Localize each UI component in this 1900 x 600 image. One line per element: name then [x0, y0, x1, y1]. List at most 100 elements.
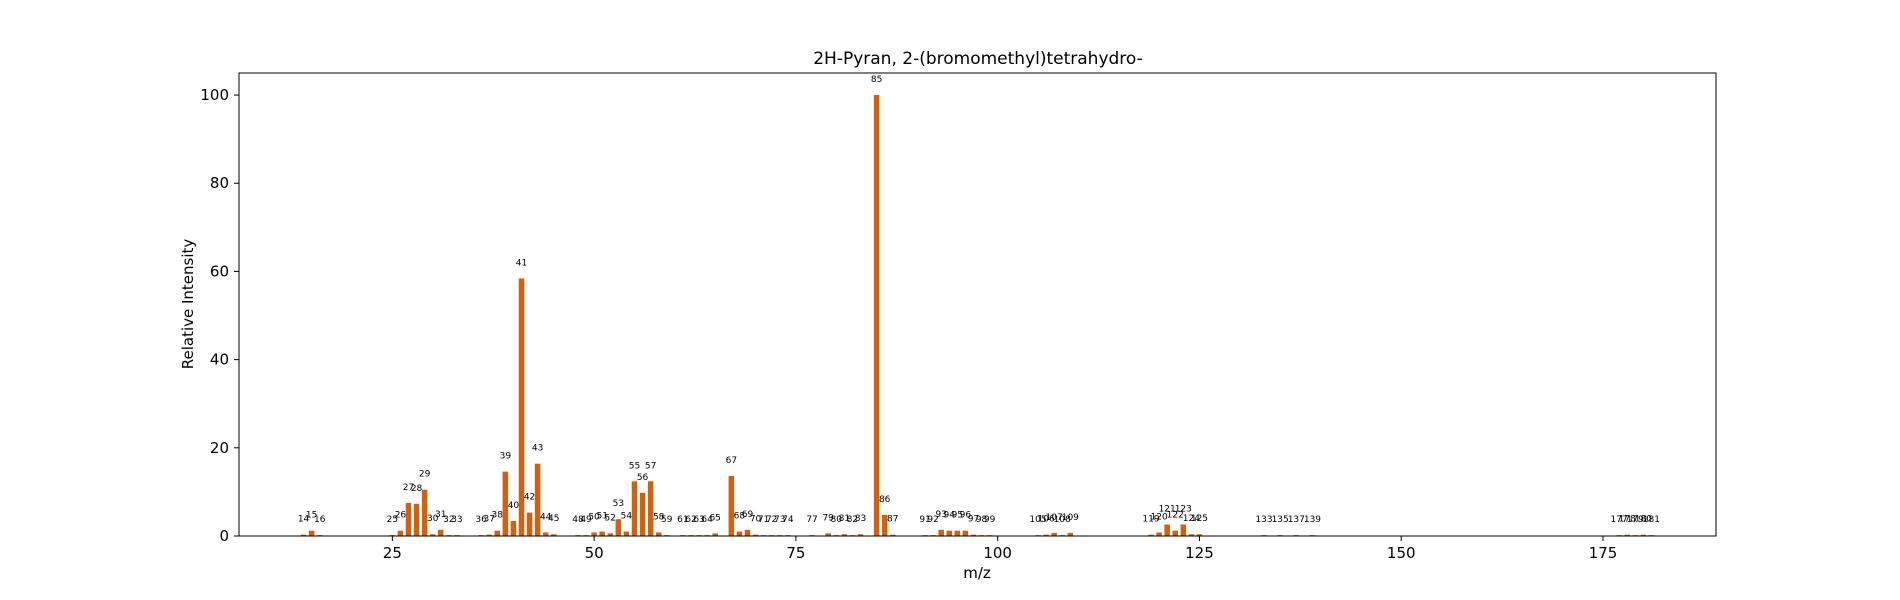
peak-label-52: 52 [605, 513, 616, 523]
bar-mz-45 [551, 534, 557, 536]
peak-label-38: 38 [492, 511, 504, 521]
bar-mz-69 [744, 529, 751, 536]
bar-mz-86 [881, 514, 888, 536]
bar-mz-109 [1067, 532, 1074, 536]
peak-label-43: 43 [532, 444, 543, 454]
peak-label-53: 53 [613, 499, 624, 509]
bar-mz-107 [1051, 532, 1057, 536]
peak-label-99: 99 [984, 515, 996, 525]
peak-label-70: 70 [750, 515, 762, 525]
peak-label-27: 27 [403, 483, 414, 493]
bar-mz-15 [308, 530, 315, 536]
peak-label-59: 59 [661, 515, 673, 525]
y-axis-label: Relative Intensity [179, 239, 197, 370]
bar-mz-40 [510, 521, 517, 536]
peak-label-55: 55 [629, 461, 640, 471]
bar-mz-57 [647, 481, 654, 536]
peak-label-26: 26 [395, 511, 407, 521]
peak-label-30: 30 [427, 514, 439, 524]
bar-mz-123 [1180, 524, 1187, 536]
y-tick-label-60: 60 [210, 262, 229, 280]
peak-label-50: 50 [588, 512, 600, 522]
peak-label-16: 16 [314, 515, 326, 525]
bar-mz-95 [954, 530, 961, 536]
peak-label-124: 124 [1183, 514, 1200, 524]
x-axis: 25 50 75 100 125 150 175 [383, 536, 1617, 562]
peak-label-48: 48 [572, 515, 584, 525]
bar-mz-180 [1640, 534, 1647, 536]
peak-label-83: 83 [855, 514, 866, 524]
bar-series [300, 95, 1655, 537]
peak-label-31: 31 [435, 510, 446, 520]
bar-mz-43 [534, 463, 541, 536]
peak-label-96: 96 [960, 511, 972, 521]
peak-label-85: 85 [871, 75, 882, 85]
bar-mz-68 [736, 531, 743, 536]
bar-mz-14 [300, 534, 307, 536]
y-tick-label-20: 20 [210, 439, 229, 457]
bar-mz-87 [890, 534, 896, 536]
x-tick-label-25: 25 [383, 544, 402, 562]
peak-label-67: 67 [726, 456, 737, 466]
peak-label-95: 95 [952, 511, 963, 521]
bar-mz-52 [607, 533, 614, 536]
bar-mz-42 [526, 512, 533, 536]
peak-label-121: 121 [1159, 505, 1176, 515]
peak-label-108: 108 [1054, 515, 1071, 525]
peak-label-135: 135 [1272, 515, 1289, 525]
bar-mz-85 [873, 95, 880, 537]
peak-label-181: 181 [1643, 515, 1660, 525]
peak-label-56: 56 [637, 473, 649, 483]
peak-label-97: 97 [968, 515, 979, 525]
peak-label-122: 122 [1167, 511, 1184, 521]
bar-mz-94 [946, 530, 952, 536]
bar-mz-93 [938, 529, 944, 536]
bar-mz-28 [413, 503, 420, 536]
peak-label-77: 77 [806, 515, 817, 525]
peak-label-137: 137 [1288, 515, 1305, 525]
peak-label-69: 69 [742, 510, 754, 520]
peak-label-29: 29 [419, 470, 431, 480]
y-tick-label-80: 80 [210, 174, 229, 192]
peak-label-139: 139 [1304, 515, 1321, 525]
bar-mz-65 [712, 533, 718, 536]
y-tick-label-100: 100 [200, 86, 229, 104]
bar-mz-54 [623, 531, 630, 536]
peak-label-40: 40 [508, 501, 520, 511]
bar-mz-106 [1043, 534, 1049, 536]
peak-label-125: 125 [1191, 514, 1208, 524]
peak-label-98: 98 [976, 515, 988, 525]
y-tick-label-40: 40 [210, 351, 229, 369]
peak-label-79: 79 [822, 513, 834, 523]
bar-mz-97 [970, 534, 977, 536]
peak-label-36: 36 [475, 515, 487, 525]
peak-label-94: 94 [944, 511, 956, 521]
peak-label-42: 42 [524, 493, 535, 503]
bar-mz-41 [518, 278, 525, 536]
bar-mz-122 [1172, 530, 1178, 536]
peak-label-109: 109 [1062, 513, 1079, 523]
bar-mz-79 [825, 533, 831, 536]
peak-label-63: 63 [693, 515, 704, 525]
bar-mz-44 [542, 532, 549, 536]
peak-label-25: 25 [387, 515, 398, 525]
bar-mz-120 [1156, 532, 1162, 536]
x-tick-label-150: 150 [1387, 544, 1416, 562]
peak-label-82: 82 [847, 515, 858, 525]
peak-label-73: 73 [774, 515, 785, 525]
bar-mz-50 [591, 532, 597, 536]
bar-mz-53 [615, 519, 622, 536]
peak-label-37: 37 [483, 515, 494, 525]
bar-mz-51 [599, 531, 605, 536]
chart-title: 2H-Pyran, 2-(bromomethyl)tetrahydro- [813, 49, 1143, 69]
peak-label-119: 119 [1142, 515, 1159, 525]
peak-label-51: 51 [596, 512, 607, 522]
peak-label-72: 72 [766, 515, 777, 525]
y-tick-label-0: 0 [219, 527, 229, 545]
peak-label-68: 68 [734, 512, 746, 522]
peak-label-64: 64 [701, 515, 713, 525]
x-axis-label: m/z [963, 564, 991, 582]
peak-label-91: 91 [919, 515, 930, 525]
